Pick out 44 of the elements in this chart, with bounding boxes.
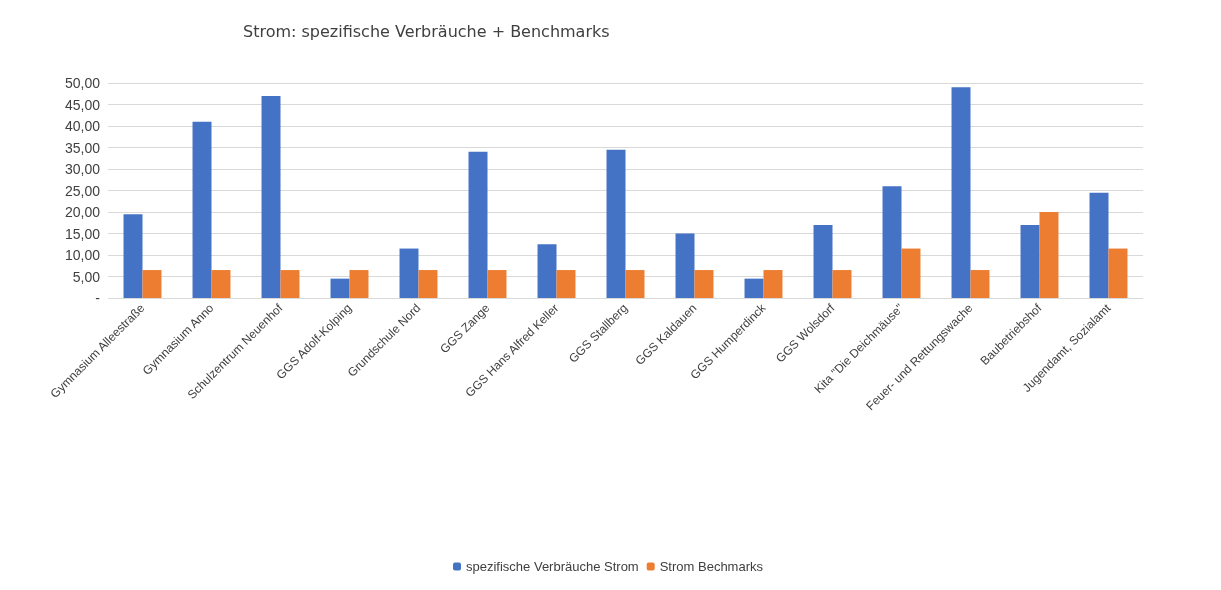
bar <box>261 95 281 298</box>
bar <box>675 233 695 298</box>
bar <box>1089 192 1109 298</box>
bar <box>882 186 902 298</box>
bar <box>192 121 212 298</box>
bar <box>970 270 990 298</box>
bar <box>123 214 143 298</box>
bar <box>763 270 783 298</box>
bar <box>694 270 714 298</box>
y-tick-label: 15,00 <box>64 225 101 242</box>
bar <box>399 248 419 298</box>
bar <box>487 270 507 298</box>
y-tick-label: 30,00 <box>64 161 101 177</box>
bar <box>1039 212 1059 298</box>
legend-label: spezifische Verbräuche Strom <box>466 559 639 574</box>
bar <box>468 151 488 298</box>
y-tick-label: 45,00 <box>64 96 101 113</box>
bar <box>832 270 852 298</box>
y-tick-label: 25,00 <box>64 182 101 199</box>
bar <box>901 248 921 298</box>
y-tick-label: 20,00 <box>64 204 101 220</box>
bar <box>813 224 833 298</box>
legend-label: Strom Bechmarks <box>659 559 764 574</box>
bar <box>418 270 438 298</box>
bar <box>744 278 764 298</box>
bar <box>280 270 300 298</box>
y-tick-label: - <box>95 290 101 306</box>
chart-title: Strom: spezifische Verbräuche + Benchmarks <box>243 21 610 41</box>
bar <box>606 149 626 298</box>
bar <box>349 270 369 298</box>
y-tick-label: 40,00 <box>64 118 101 134</box>
bar <box>330 278 350 298</box>
bar <box>951 87 971 298</box>
y-tick-label: 35,00 <box>64 139 101 156</box>
bar <box>1020 224 1040 298</box>
bar <box>537 244 557 298</box>
y-tick-label: 10,00 <box>64 247 101 263</box>
y-tick-label: 5,00 <box>72 268 101 285</box>
bar <box>1108 248 1128 298</box>
bar <box>556 270 576 298</box>
bar <box>142 270 162 298</box>
bar <box>211 270 231 298</box>
bar <box>625 270 645 298</box>
y-tick-label: 50,00 <box>64 75 101 91</box>
